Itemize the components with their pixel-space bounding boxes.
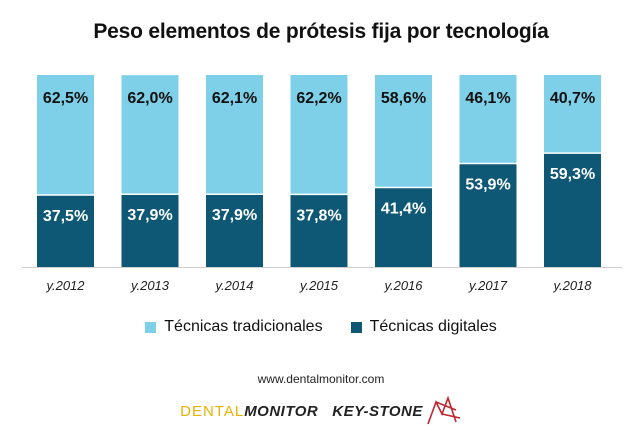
- logo-monitor-text: MONITOR: [244, 402, 319, 420]
- keystone-mark-icon: [427, 396, 461, 425]
- bar-tradicionales-2: [206, 75, 263, 195]
- data-label-digitales-1: 37,9%: [127, 207, 172, 224]
- bar-digitales-4: [375, 187, 432, 267]
- chart-legend: Técnicas tradicionales Técnicas digitale…: [0, 318, 642, 336]
- data-label-tradicionales-2: 62,1%: [212, 90, 257, 107]
- website-url: www.dentalmonitor.com: [257, 372, 385, 386]
- chart-title: Peso elementos de prótesis fija por tecn…: [93, 20, 549, 43]
- bar-tradicionales-0: [37, 75, 94, 195]
- data-label-digitales-3: 37,8%: [296, 207, 341, 224]
- bar-tradicionales-1: [121, 75, 179, 195]
- data-label-digitales-6: 59,3%: [550, 166, 595, 183]
- bar-tradicionales-5: [459, 75, 517, 164]
- bar-tradicionales-6: [544, 75, 601, 154]
- legend-swatch-tradicionales: [145, 321, 157, 333]
- data-label-digitales-0: 37,5%: [43, 208, 88, 225]
- x-tick-label-4: y.2016: [383, 278, 423, 293]
- bar-digitales-5: [459, 163, 517, 267]
- legend-swatch-digitales: [350, 321, 362, 333]
- data-label-digitales-4: 41,4%: [381, 201, 426, 218]
- data-label-digitales-2: 37,9%: [212, 207, 257, 224]
- legend-label-tradicionales: Técnicas tradicionales: [164, 318, 323, 335]
- bar-digitales-2: [206, 194, 263, 267]
- x-tick-label-2: y.2014: [214, 278, 253, 293]
- legend-item-digitales: Técnicas digitales: [350, 318, 497, 336]
- bar-tradicionales-4: [375, 75, 432, 188]
- x-tick-label-0: y.2012: [45, 278, 85, 293]
- keystone-logo: KEY-STONE: [332, 396, 462, 426]
- bar-digitales-1: [121, 194, 179, 267]
- data-label-tradicionales-5: 46,1%: [465, 90, 510, 107]
- x-tick-label-3: y.2015: [299, 278, 339, 293]
- x-tick-label-5: y.2017: [468, 278, 508, 293]
- x-tick-label-1: y.2013: [130, 278, 170, 293]
- logo-keystone-text: KEY-STONE: [332, 402, 423, 420]
- data-label-tradicionales-4: 58,6%: [381, 90, 426, 107]
- x-tick-label-6: y.2018: [552, 278, 592, 293]
- bar-tradicionales-3: [290, 75, 348, 195]
- footer-logos: DENTAL MONITOR KEY-STONE: [0, 396, 642, 426]
- legend-item-tradicionales: Técnicas tradicionales: [145, 318, 323, 336]
- data-label-tradicionales-6: 40,7%: [550, 90, 595, 107]
- data-label-tradicionales-1: 62,0%: [127, 90, 172, 107]
- bar-digitales-3: [290, 194, 348, 267]
- data-label-tradicionales-0: 62,5%: [43, 90, 88, 107]
- data-label-tradicionales-3: 62,2%: [296, 90, 341, 107]
- data-label-digitales-5: 53,9%: [465, 177, 510, 194]
- legend-label-digitales: Técnicas digitales: [369, 318, 497, 335]
- bar-digitales-0: [37, 195, 94, 267]
- logo-dental-text: DENTAL: [180, 402, 245, 420]
- bar-digitales-6: [544, 153, 601, 267]
- dentalmonitor-logo: DENTAL MONITOR: [180, 403, 318, 420]
